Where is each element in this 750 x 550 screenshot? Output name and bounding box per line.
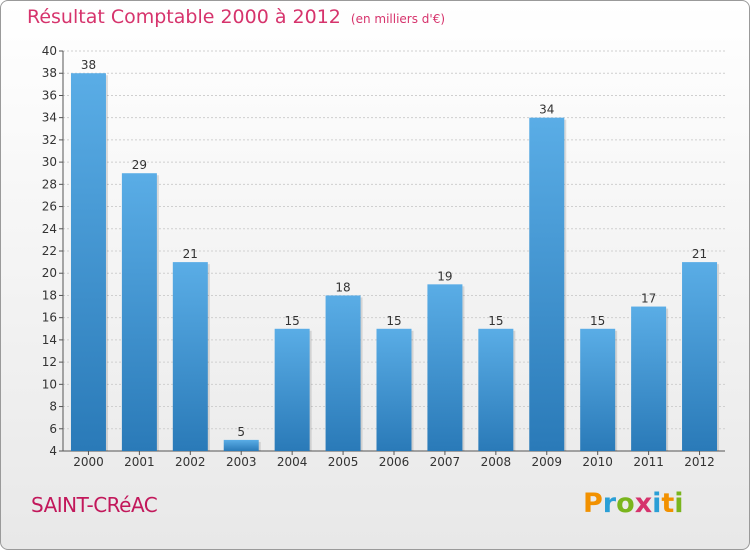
x-tick-label: 2003	[226, 455, 257, 469]
logo-letter: o	[616, 488, 635, 519]
axes: 4 6 8 10 12 14 16 18 20 22 24 26 28 30 32 34 36 38 40 2000 2…	[42, 44, 725, 469]
y-tick-label: 12	[42, 355, 57, 369]
bar-2010	[580, 328, 616, 451]
y-tick-label: 40	[42, 44, 57, 58]
bar-2003	[223, 439, 259, 451]
x-tick-label: 2001	[124, 455, 155, 469]
value-label: 15	[590, 314, 605, 328]
x-tick-label: 2002	[175, 455, 206, 469]
x-tick-label: 2007	[430, 455, 461, 469]
chart-title: Résultat Comptable 2000 à 2012 (en millie…	[27, 6, 445, 28]
value-label: 17	[641, 292, 656, 306]
logo-letter: i	[652, 488, 662, 519]
y-tick-label: 8	[49, 400, 57, 414]
value-label: 15	[488, 314, 503, 328]
value-label: 18	[335, 280, 350, 294]
bar-2012	[682, 262, 718, 451]
y-tick-label: 22	[42, 244, 57, 258]
bar-2008	[478, 328, 514, 451]
value-label: 15	[285, 314, 300, 328]
logo-letter: r	[602, 488, 617, 519]
x-tick-label: 2004	[277, 455, 308, 469]
y-tick-label: 32	[42, 133, 57, 147]
value-label: 5	[237, 425, 245, 439]
bar-2000	[70, 73, 106, 451]
bars: 38 29 21 5 15 18 15 19 15 34 15 17 21	[70, 58, 720, 452]
bar-2005	[325, 295, 361, 451]
y-tick-label: 6	[49, 422, 57, 436]
bar-2011	[631, 306, 667, 451]
y-tick-label: 10	[42, 377, 57, 391]
x-tick-label: 2005	[328, 455, 359, 469]
logo-letter: P	[583, 488, 603, 519]
y-tick-label: 14	[42, 333, 57, 347]
y-tick-label: 38	[42, 66, 57, 80]
y-tick-label: 30	[42, 155, 57, 169]
value-label: 21	[183, 247, 198, 261]
title-text: Résultat Comptable 2000 à 2012	[27, 6, 341, 28]
x-tick-label: 2008	[481, 455, 512, 469]
y-tick-label: 34	[42, 111, 57, 125]
y-tick-label: 4	[49, 444, 57, 458]
value-label: 34	[539, 103, 554, 117]
y-tick-label: 18	[42, 288, 57, 302]
value-label: 19	[437, 269, 452, 283]
value-label: 15	[386, 314, 401, 328]
y-tick-label: 36	[42, 88, 57, 102]
proxiti-logo: Proxiti	[583, 488, 684, 519]
value-label: 38	[81, 58, 96, 72]
bar-2009	[529, 117, 565, 452]
value-label: 29	[132, 158, 147, 172]
x-tick-label: 2012	[684, 455, 715, 469]
logo-letter: i	[674, 488, 684, 519]
x-tick-label: 2006	[379, 455, 410, 469]
y-tick-label: 26	[42, 200, 57, 214]
chart-subtitle: (en milliers d'€)	[350, 12, 446, 26]
commune-name: SAINT-CRéAC	[31, 493, 158, 517]
bar-2001	[121, 173, 157, 451]
x-tick-label: 2009	[531, 455, 562, 469]
x-tick-label: 2000	[73, 455, 104, 469]
y-tick-label: 20	[42, 266, 57, 280]
logo-letter: t	[661, 488, 675, 519]
y-tick-label: 24	[42, 222, 57, 236]
x-tick-label: 2011	[633, 455, 664, 469]
y-tick-label: 16	[42, 311, 57, 325]
y-tick-label: 28	[42, 177, 57, 191]
bar-2006	[376, 328, 412, 451]
logo-letter: x	[634, 488, 653, 519]
value-label: 21	[692, 247, 707, 261]
x-tick-label: 2010	[582, 455, 613, 469]
bar-2002	[172, 262, 208, 451]
bar-2004	[274, 328, 310, 451]
bar-2007	[427, 284, 463, 451]
